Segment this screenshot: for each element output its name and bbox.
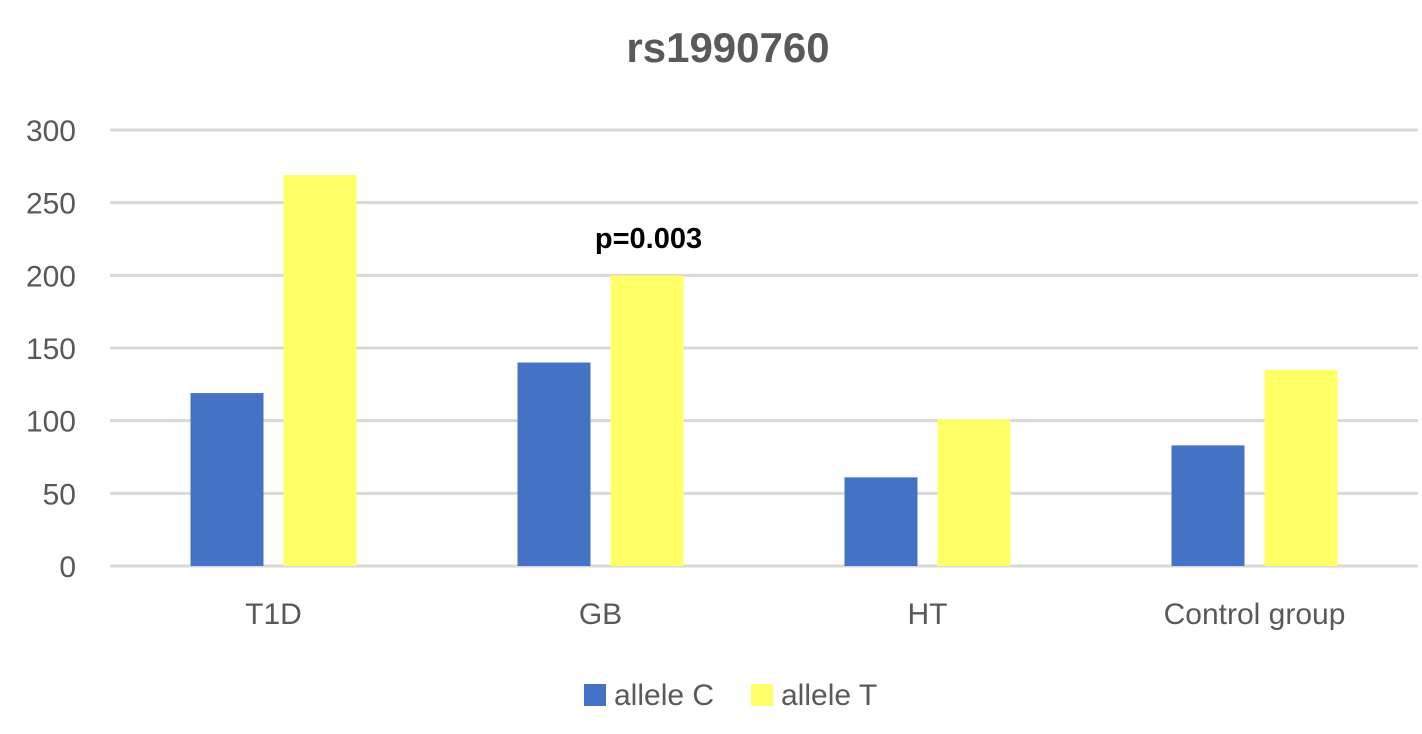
bar-allele-t-t1d bbox=[283, 175, 357, 566]
y-tick-label: 250 bbox=[26, 188, 76, 221]
bar-allele-t-gb bbox=[610, 275, 684, 566]
x-tick-label: HT bbox=[908, 598, 948, 631]
y-tick-label: 50 bbox=[43, 478, 76, 511]
x-tick-label: GB bbox=[579, 598, 622, 631]
y-tick-label: 100 bbox=[26, 406, 76, 439]
bar-allele-t-control-group bbox=[1264, 369, 1338, 566]
y-tick-label: 0 bbox=[59, 551, 76, 584]
legend-label: allele C bbox=[614, 679, 714, 712]
y-tick-label: 300 bbox=[26, 115, 76, 148]
bar-allele-c-ht bbox=[844, 477, 918, 566]
legend-swatch bbox=[751, 684, 773, 706]
y-tick-label: 150 bbox=[26, 333, 76, 366]
bar-allele-t-ht bbox=[937, 419, 1011, 566]
p-value-annotation: p=0.003 bbox=[595, 223, 702, 255]
y-tick-label: 200 bbox=[26, 260, 76, 293]
bar-allele-c-t1d bbox=[190, 393, 264, 566]
bar-allele-c-control-group bbox=[1171, 445, 1245, 566]
x-tick-label: T1D bbox=[245, 598, 302, 631]
chart-title: rs1990760 bbox=[626, 24, 829, 71]
legend-swatch bbox=[584, 684, 606, 706]
x-tick-label: Control group bbox=[1164, 598, 1346, 631]
legend-label: allele T bbox=[781, 679, 877, 712]
bar-allele-c-gb bbox=[517, 362, 591, 566]
